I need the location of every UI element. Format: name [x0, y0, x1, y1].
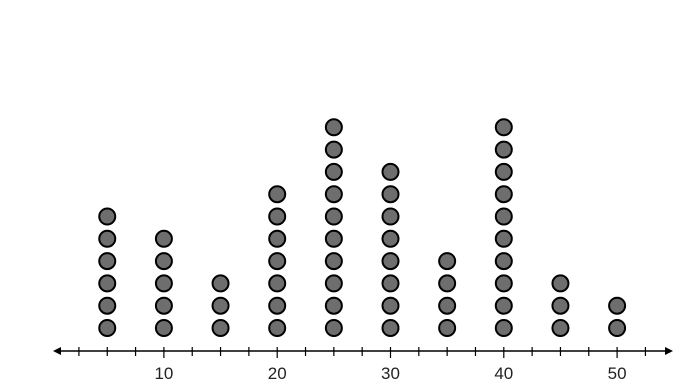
- data-dot: [381, 229, 400, 248]
- dot-column-5: [98, 207, 117, 337]
- x-axis-tick-label: 20: [268, 364, 287, 383]
- data-dot: [324, 118, 343, 137]
- x-axis-tick-label: 10: [154, 364, 173, 383]
- data-dot: [438, 252, 457, 271]
- data-dot: [494, 274, 513, 293]
- dot-series: [98, 118, 627, 337]
- data-dot: [154, 274, 173, 293]
- data-dot: [268, 207, 287, 226]
- data-dot: [211, 319, 230, 337]
- dot-column-20: [268, 185, 287, 337]
- data-dot: [154, 319, 173, 337]
- data-dot: [324, 162, 343, 181]
- x-axis-tick-label: 40: [494, 364, 513, 383]
- data-dot: [98, 274, 117, 293]
- x-axis: 10 20 30 40 50: [53, 347, 673, 383]
- data-dot: [551, 274, 570, 293]
- dot-column-25: [324, 118, 343, 337]
- data-dot: [324, 140, 343, 159]
- data-dot: [268, 185, 287, 204]
- dot-column-10: [154, 229, 173, 337]
- data-dot: [494, 252, 513, 271]
- data-dot: [154, 229, 173, 248]
- data-dot: [268, 252, 287, 271]
- data-dot: [551, 319, 570, 337]
- data-dot: [608, 296, 627, 315]
- data-dot: [324, 319, 343, 337]
- data-dot: [211, 296, 230, 315]
- data-dot: [324, 185, 343, 204]
- data-dot: [438, 319, 457, 337]
- data-dot: [154, 252, 173, 271]
- data-dot: [494, 185, 513, 204]
- data-dot: [381, 207, 400, 226]
- data-dot: [324, 296, 343, 315]
- data-dot: [494, 296, 513, 315]
- x-axis-tick-label: 50: [608, 364, 627, 383]
- data-dot: [438, 274, 457, 293]
- data-dot: [154, 296, 173, 315]
- data-dot: [381, 296, 400, 315]
- x-axis-left-arrow: [53, 347, 61, 355]
- data-dot: [494, 118, 513, 137]
- data-dot: [98, 229, 117, 248]
- dot-column-50: [608, 296, 627, 337]
- data-dot: [381, 252, 400, 271]
- dot-column-45: [551, 274, 570, 337]
- x-axis-tick-labels: 10 20 30 40 50: [154, 364, 626, 383]
- data-dot: [268, 319, 287, 337]
- data-dot: [608, 319, 627, 337]
- data-dot: [381, 185, 400, 204]
- data-dot: [324, 252, 343, 271]
- data-dot: [494, 207, 513, 226]
- data-dot: [381, 162, 400, 181]
- data-dot: [494, 229, 513, 248]
- x-axis-right-arrow: [665, 347, 673, 355]
- dot-column-35: [438, 252, 457, 337]
- data-dot: [98, 319, 117, 337]
- data-dot: [494, 162, 513, 181]
- data-dot: [98, 252, 117, 271]
- x-axis-tick-label: 30: [381, 364, 400, 383]
- data-dot: [98, 207, 117, 226]
- data-dot: [268, 296, 287, 315]
- data-dot: [98, 296, 117, 315]
- data-dot: [381, 319, 400, 337]
- data-dot: [381, 274, 400, 293]
- data-dot: [324, 229, 343, 248]
- dot-column-40: [494, 118, 513, 337]
- dot-column-15: [211, 274, 230, 337]
- data-dot: [551, 296, 570, 315]
- data-dot: [494, 140, 513, 159]
- data-dot: [438, 296, 457, 315]
- data-dot: [324, 207, 343, 226]
- data-dot: [324, 274, 343, 293]
- data-dot: [268, 274, 287, 293]
- x-axis-ticks: [78, 347, 647, 358]
- data-dot: [494, 319, 513, 337]
- data-dot: [268, 229, 287, 248]
- dot-column-30: [381, 162, 400, 337]
- data-dot: [211, 274, 230, 293]
